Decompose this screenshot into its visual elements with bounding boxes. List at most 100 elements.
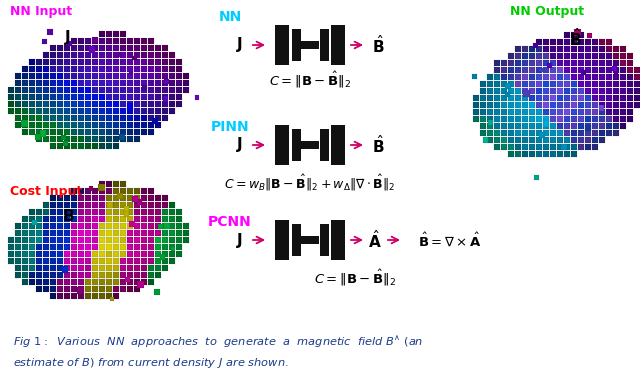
Bar xyxy=(564,39,570,45)
Bar xyxy=(85,216,91,222)
Bar xyxy=(57,122,63,128)
Bar xyxy=(15,108,21,114)
Bar xyxy=(99,286,105,292)
Bar xyxy=(15,244,21,250)
Bar xyxy=(64,202,70,208)
Bar xyxy=(106,237,112,243)
Bar xyxy=(550,88,556,94)
Bar xyxy=(148,244,154,250)
Bar xyxy=(22,122,28,128)
Bar xyxy=(515,95,521,101)
Bar xyxy=(43,101,49,107)
Bar xyxy=(162,52,168,58)
Bar xyxy=(176,244,182,250)
Text: PCNN: PCNN xyxy=(208,215,252,229)
Bar xyxy=(613,123,619,129)
Bar xyxy=(564,151,570,157)
Bar xyxy=(581,70,586,75)
Bar xyxy=(113,31,119,37)
Bar xyxy=(522,109,528,115)
Bar xyxy=(127,38,133,44)
Bar xyxy=(43,251,49,257)
Bar xyxy=(78,286,84,292)
Bar xyxy=(148,129,154,135)
Text: PINN: PINN xyxy=(211,120,250,134)
Bar xyxy=(529,88,535,94)
Bar xyxy=(141,85,147,90)
Bar xyxy=(606,116,612,122)
Bar xyxy=(78,45,84,51)
Bar xyxy=(571,102,577,108)
Bar xyxy=(536,60,542,66)
Bar xyxy=(106,279,112,285)
Text: $\hat{\mathbf{B}} = \nabla \times \hat{\mathbf{A}}$: $\hat{\mathbf{B}} = \nabla \times \hat{\… xyxy=(418,231,482,249)
Bar xyxy=(127,216,133,222)
Bar xyxy=(473,102,479,108)
Bar xyxy=(113,94,119,100)
Bar xyxy=(85,87,91,93)
Bar xyxy=(127,103,133,109)
Bar xyxy=(599,95,605,101)
Bar xyxy=(529,74,535,80)
Bar xyxy=(57,73,63,79)
Bar xyxy=(155,94,161,100)
Bar xyxy=(85,143,91,149)
Bar xyxy=(557,67,563,73)
Bar xyxy=(127,136,133,142)
Bar xyxy=(78,108,84,114)
Bar xyxy=(606,123,612,129)
Bar xyxy=(169,251,175,257)
Bar xyxy=(85,66,91,72)
Bar xyxy=(543,60,549,66)
Bar xyxy=(113,108,119,114)
Bar xyxy=(148,223,154,229)
Bar xyxy=(599,67,605,73)
Bar xyxy=(106,122,112,128)
Bar xyxy=(494,102,500,108)
Bar xyxy=(578,144,584,150)
Text: $\mathbf{J}$: $\mathbf{J}$ xyxy=(236,231,244,250)
Bar xyxy=(148,188,154,194)
Bar xyxy=(557,137,563,143)
Bar xyxy=(155,202,161,208)
Bar xyxy=(106,73,112,79)
Bar xyxy=(120,108,126,114)
Bar xyxy=(487,74,493,80)
Bar xyxy=(592,109,598,115)
Bar xyxy=(78,80,84,86)
Bar xyxy=(85,293,91,299)
Bar xyxy=(634,95,640,101)
Bar xyxy=(141,195,147,201)
Bar xyxy=(99,66,105,72)
Bar xyxy=(550,144,556,150)
Bar xyxy=(57,129,63,135)
Bar xyxy=(319,129,328,161)
Bar xyxy=(22,258,28,264)
Bar xyxy=(36,129,42,135)
Bar xyxy=(92,279,98,285)
Bar xyxy=(71,101,77,107)
Text: $\mathbf{J}$: $\mathbf{J}$ xyxy=(65,28,72,47)
Bar xyxy=(71,195,77,201)
Bar xyxy=(134,258,140,264)
Bar xyxy=(40,130,47,137)
Bar xyxy=(134,66,140,72)
Bar xyxy=(613,130,619,136)
Bar xyxy=(132,56,137,60)
Bar xyxy=(36,244,42,250)
Bar xyxy=(501,137,507,143)
Bar xyxy=(550,95,556,101)
Bar xyxy=(29,94,35,100)
Bar xyxy=(571,53,577,59)
Bar xyxy=(614,69,618,74)
Text: $C = \|\mathbf{B} - \hat{\mathbf{B}}\|_2$: $C = \|\mathbf{B} - \hat{\mathbf{B}}\|_2… xyxy=(269,70,351,90)
Bar xyxy=(134,108,140,114)
Text: $C = w_B\|\mathbf{B} - \hat{\mathbf{B}}\|_2 + w_\Delta\|\nabla \cdot \hat{\mathb: $C = w_B\|\mathbf{B} - \hat{\mathbf{B}}\… xyxy=(224,173,396,193)
Bar xyxy=(134,101,140,107)
Bar xyxy=(71,143,77,149)
Bar xyxy=(120,244,126,250)
Bar xyxy=(50,258,56,264)
Bar xyxy=(113,195,119,201)
Bar xyxy=(22,108,28,114)
Bar xyxy=(564,116,570,122)
